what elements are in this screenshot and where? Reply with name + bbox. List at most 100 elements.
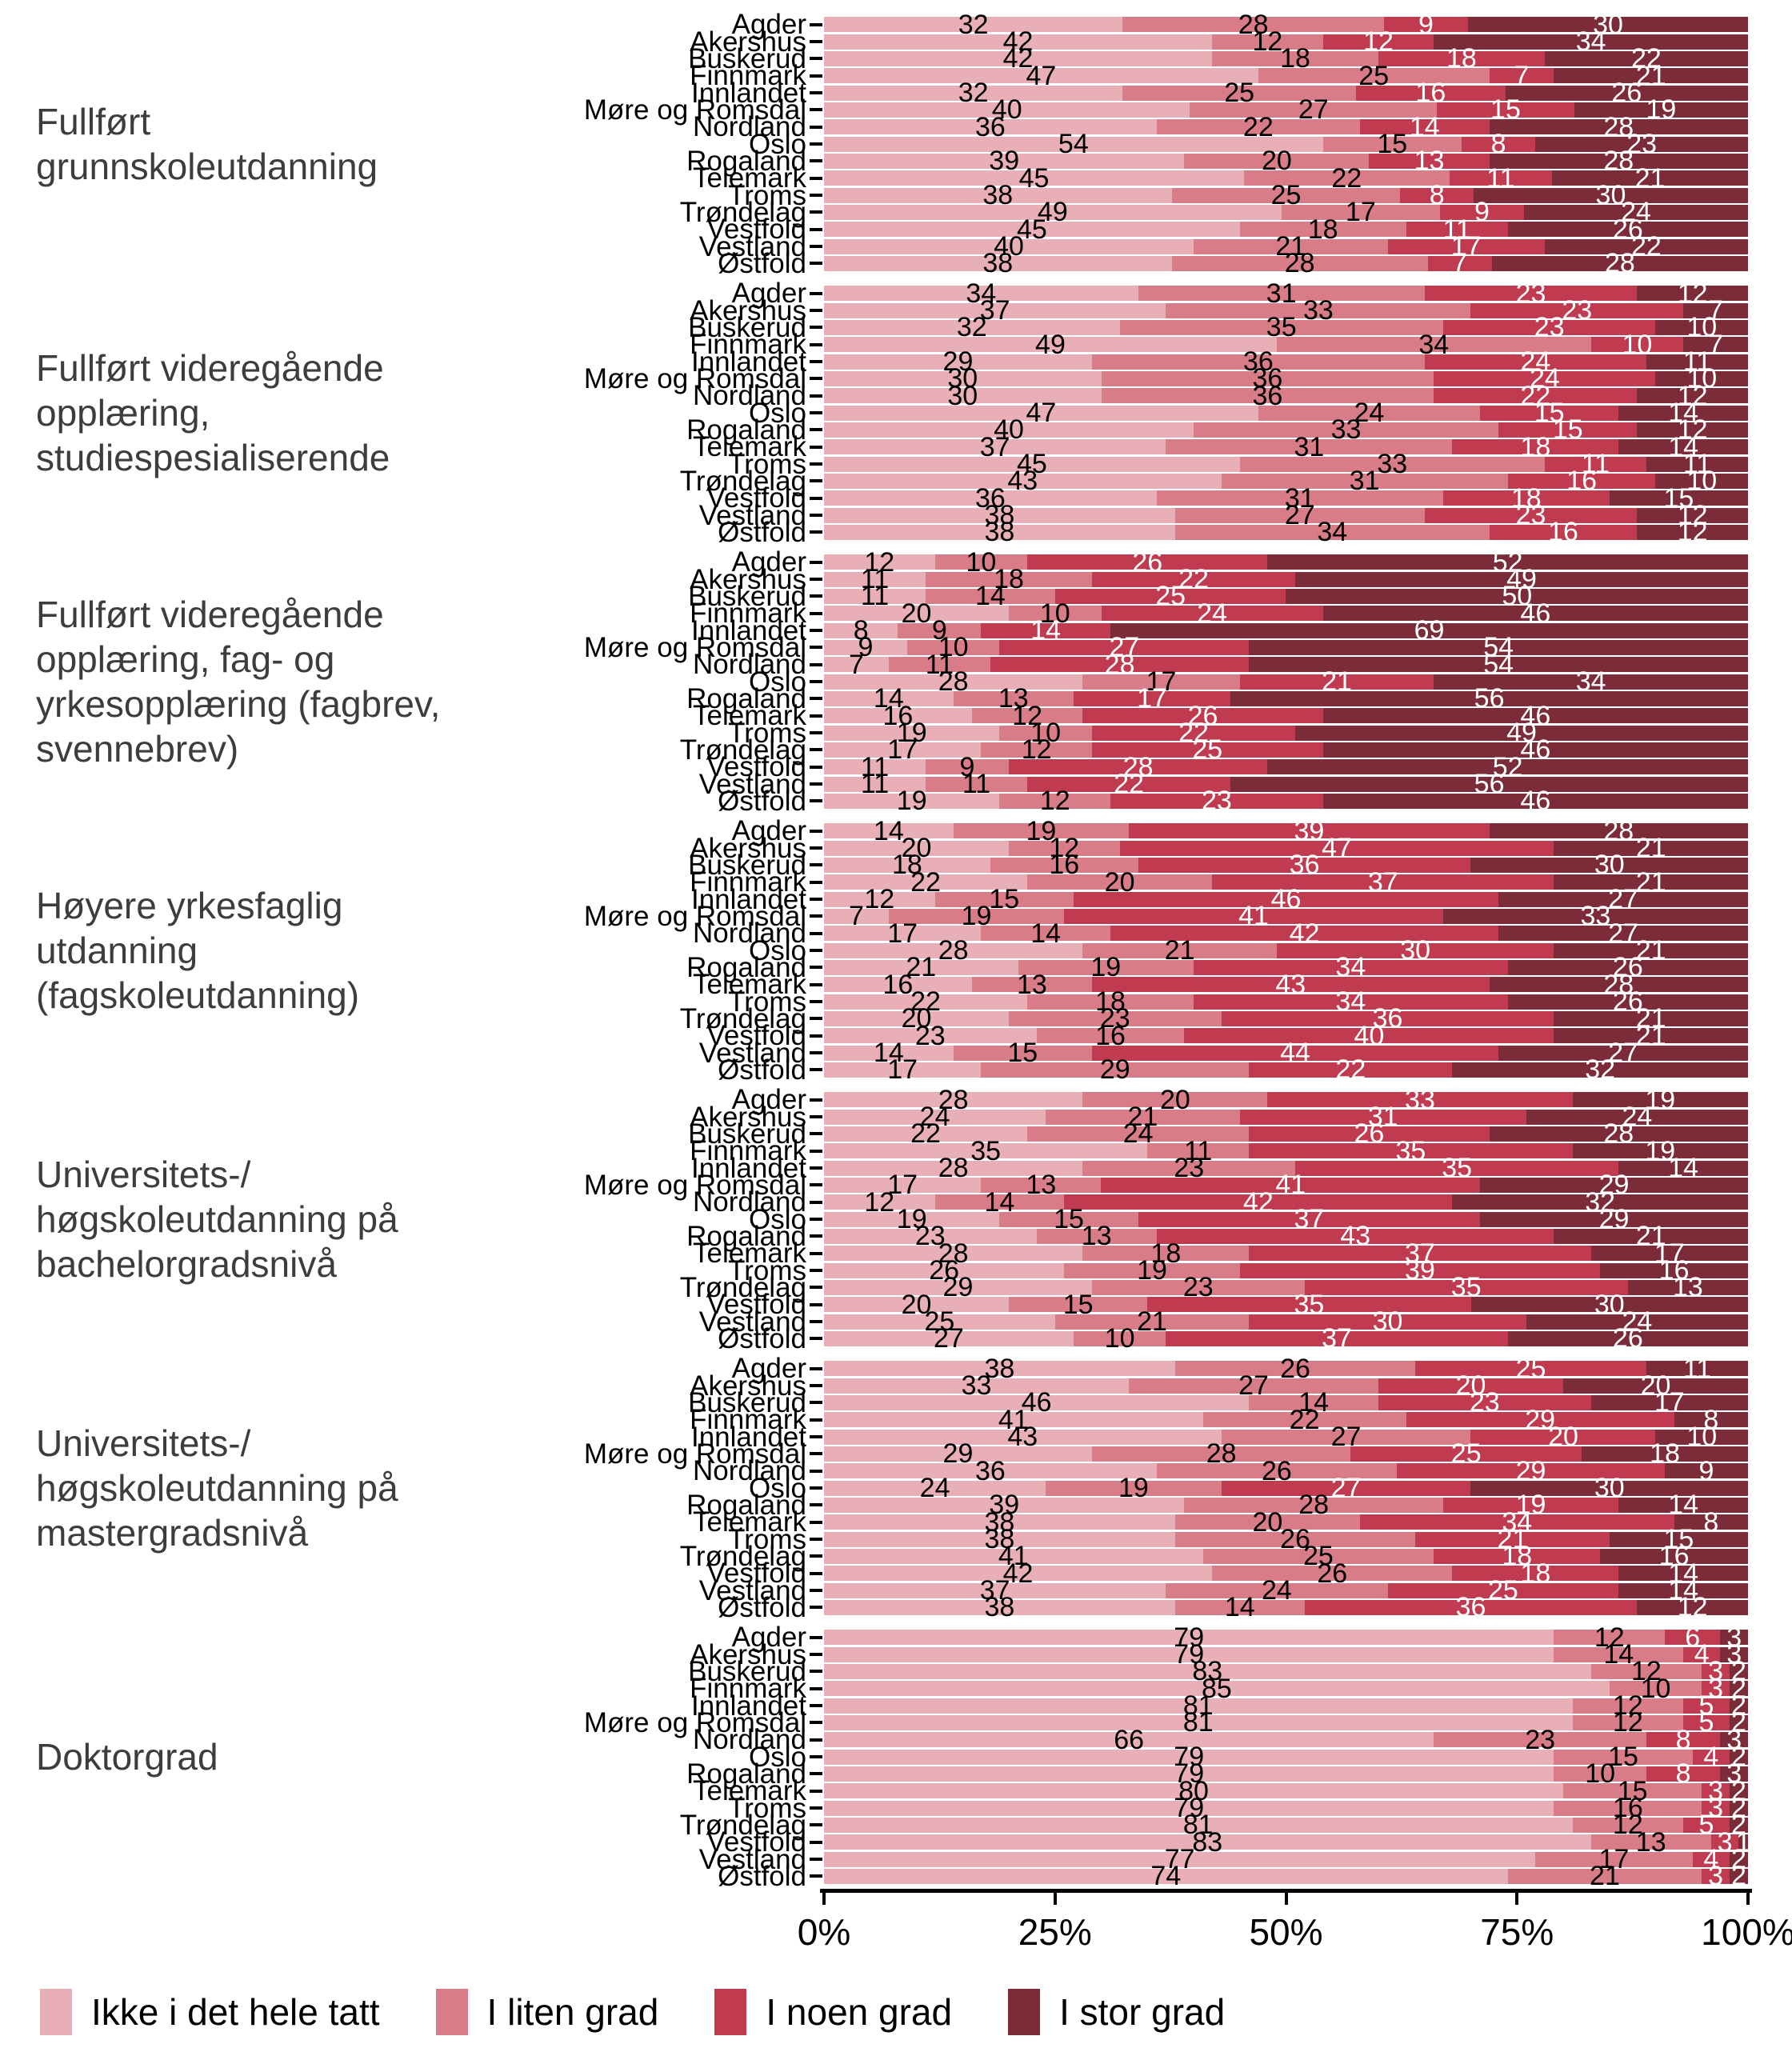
y-axis-label: Agder bbox=[731, 1084, 806, 1116]
bar-segment bbox=[1156, 1463, 1398, 1479]
bar-segment bbox=[926, 759, 1009, 775]
bar-segment bbox=[1194, 238, 1388, 254]
bar-segment bbox=[1507, 994, 1748, 1010]
y-axis-label: Innlandet bbox=[690, 1690, 806, 1722]
bar-segment bbox=[1415, 1361, 1646, 1377]
bar-segment bbox=[1249, 657, 1748, 673]
bar-segment bbox=[1027, 874, 1213, 890]
bar-row bbox=[824, 1109, 1748, 1125]
y-axis-label: Nordland bbox=[692, 1186, 806, 1218]
bar-segment bbox=[1046, 1109, 1240, 1125]
bar-segment bbox=[1507, 222, 1748, 238]
bar-segment bbox=[824, 1177, 982, 1193]
bar-segment bbox=[824, 674, 1083, 690]
bar-segment bbox=[1646, 1766, 1721, 1782]
y-axis-tick bbox=[810, 1755, 822, 1758]
bar-segment bbox=[1286, 588, 1748, 604]
bar-segment bbox=[824, 994, 1028, 1010]
y-axis-tick bbox=[810, 1606, 822, 1610]
y-axis-label: Vestland bbox=[698, 499, 806, 531]
bar-segment bbox=[824, 1732, 1434, 1748]
y-axis-tick bbox=[810, 1251, 822, 1255]
bar-segment bbox=[1452, 1062, 1748, 1078]
y-axis-tick bbox=[810, 765, 822, 769]
facet-panel: 79 12 6 3 79 14 4 3 83 12 3 2 85 10 3 2 81 12 5 2 81 12 5 2 66 23… bbox=[824, 1624, 1751, 1890]
bar-segment bbox=[1101, 606, 1323, 622]
bar-segment bbox=[1359, 119, 1490, 135]
bar-row bbox=[824, 588, 1748, 604]
bar-segment bbox=[1355, 85, 1506, 101]
y-axis-tick bbox=[810, 1302, 822, 1306]
bar-segment bbox=[1507, 959, 1748, 975]
bar-segment bbox=[1202, 1548, 1434, 1564]
bar-row bbox=[824, 1497, 1748, 1513]
bar-segment bbox=[1498, 926, 1748, 942]
bar-segment bbox=[1692, 1749, 1730, 1765]
bar-segment bbox=[824, 554, 935, 570]
bar-row bbox=[824, 776, 1748, 792]
bar-segment bbox=[1322, 606, 1748, 622]
bar-row bbox=[824, 354, 1748, 370]
bar-segment bbox=[1489, 823, 1748, 839]
bar-segment bbox=[1166, 1582, 1388, 1598]
bar-row bbox=[824, 456, 1748, 472]
bar-segment bbox=[1166, 439, 1453, 455]
bar-segment bbox=[1702, 1681, 1730, 1697]
bar-segment bbox=[1054, 588, 1286, 604]
y-axis-tick bbox=[810, 1269, 822, 1272]
bar-row bbox=[824, 1783, 1748, 1799]
bar-segment bbox=[824, 354, 1092, 370]
bar-segment bbox=[824, 1851, 1536, 1867]
bar-segment bbox=[1174, 1531, 1416, 1547]
bar-segment bbox=[1505, 85, 1748, 101]
y-axis-tick bbox=[810, 22, 822, 26]
y-axis-tick bbox=[810, 646, 822, 650]
bar-segment bbox=[1304, 1599, 1638, 1615]
bar-row bbox=[824, 422, 1748, 438]
y-axis-label: Telemark bbox=[693, 1775, 806, 1807]
bar-segment bbox=[1101, 388, 1434, 404]
bar-segment bbox=[1009, 1010, 1222, 1026]
bar-segment bbox=[824, 1868, 1508, 1884]
bar-segment bbox=[1249, 639, 1748, 655]
bar-row bbox=[824, 1045, 1748, 1061]
bar-segment bbox=[824, 1646, 1554, 1662]
y-axis-label: Innlandet bbox=[690, 1152, 806, 1184]
bar-segment bbox=[1544, 456, 1646, 472]
bar-segment bbox=[1091, 571, 1296, 587]
bar-segment bbox=[1554, 1010, 1748, 1026]
bar-segment bbox=[824, 1010, 1009, 1026]
bar-segment bbox=[824, 874, 1028, 890]
y-axis-label: Telemark bbox=[693, 700, 806, 732]
y-axis-label: Østfold bbox=[718, 516, 806, 548]
x-axis-tick bbox=[822, 1893, 826, 1905]
bar-segment bbox=[824, 1514, 1175, 1530]
bar-segment bbox=[1702, 1663, 1730, 1679]
bar-segment bbox=[1122, 85, 1356, 101]
facet-panel: 28 20 33 19 24 21 31 24 22 24 26 28 35 11 35 19 28 23 35 14… bbox=[824, 1086, 1748, 1352]
y-axis-label: Møre og Romsdal bbox=[583, 94, 806, 126]
y-axis-tick bbox=[810, 1098, 822, 1102]
bar-segment bbox=[824, 1412, 1203, 1428]
bar-segment bbox=[1442, 1497, 1619, 1513]
bar-row bbox=[824, 1330, 1748, 1346]
y-axis-label: Vestland bbox=[698, 230, 806, 262]
bar-segment bbox=[824, 153, 1185, 169]
bar-segment bbox=[1184, 1497, 1443, 1513]
bar-segment bbox=[1194, 422, 1499, 438]
bar-segment bbox=[1101, 1177, 1481, 1193]
y-axis-tick bbox=[810, 1840, 822, 1844]
bar-segment bbox=[1119, 840, 1554, 856]
bar-segment bbox=[926, 571, 1092, 587]
bar-segment bbox=[1544, 50, 1748, 66]
bar-segment bbox=[1350, 1446, 1582, 1462]
bar-segment bbox=[824, 422, 1194, 438]
x-axis-tick-label: 50% bbox=[1249, 1911, 1323, 1953]
bar-segment bbox=[1193, 994, 1508, 1010]
bar-segment bbox=[1249, 1062, 1453, 1078]
y-axis-tick bbox=[810, 1538, 822, 1541]
bar-segment bbox=[824, 370, 1102, 386]
bar-segment bbox=[981, 742, 1092, 758]
bar-segment bbox=[1470, 1429, 1656, 1445]
y-axis-label: Agder bbox=[731, 546, 806, 578]
